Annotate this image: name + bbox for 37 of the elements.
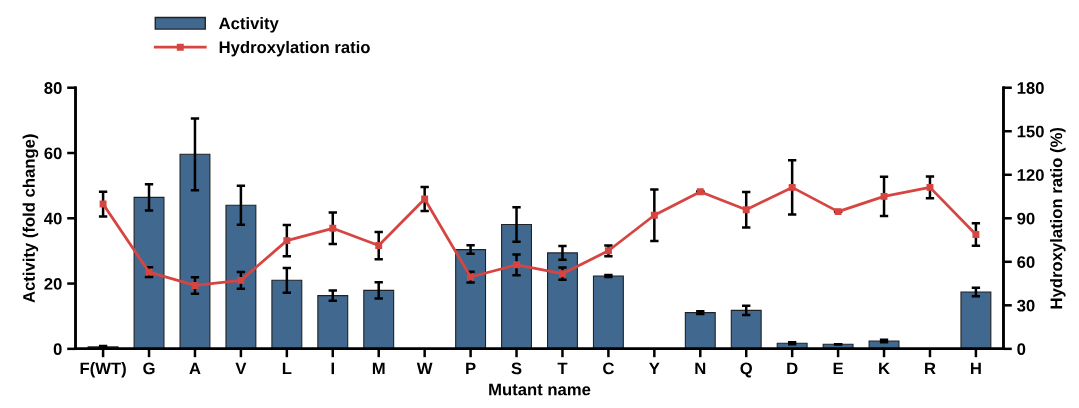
x-tick-label: T — [557, 362, 568, 375]
y2-tick-label: 180 — [1017, 82, 1044, 94]
x-tick-label: F(WT) — [80, 362, 126, 378]
x-tick-label: K — [879, 362, 890, 375]
y-axis-title: Activity (fold change) — [22, 134, 39, 303]
y-tick-label: 60 — [44, 147, 62, 160]
x-tick-label: M — [372, 362, 385, 375]
x-tick-label: G — [143, 362, 155, 375]
y2-tick-label: 30 — [1017, 299, 1035, 312]
x-tick-label: S — [511, 362, 522, 375]
x-tick-label: P — [466, 362, 476, 375]
x-tick-label: N — [695, 362, 706, 375]
legend-label: Activity — [219, 17, 279, 33]
y-tick-label: 20 — [44, 277, 62, 290]
y2-tick-label: 120 — [1017, 169, 1044, 181]
x-tick-label: R — [925, 362, 936, 375]
x-tick-label: L — [282, 362, 292, 375]
y-tick-label: 80 — [44, 82, 62, 94]
y2-tick-label: 90 — [1017, 212, 1035, 225]
y-tick-label: 40 — [44, 212, 62, 225]
x-tick-label: D — [787, 362, 798, 375]
x-axis-title: Mutant name — [489, 383, 591, 396]
y2-tick-label: 60 — [1017, 256, 1035, 268]
y2-tick-label: 150 — [1017, 125, 1044, 138]
x-tick-label: E — [833, 362, 843, 375]
x-tick-label: C — [603, 362, 614, 375]
x-tick-label: W — [416, 362, 433, 375]
legend-label: Hydroxylation ratio — [219, 40, 370, 57]
x-tick-label: H — [971, 362, 981, 375]
x-tick-label: V — [235, 362, 247, 375]
y2-tick-label: 0 — [1017, 343, 1026, 356]
y-tick-label: 0 — [53, 343, 62, 356]
x-tick-label: I — [331, 362, 334, 375]
x-tick-label: Q — [740, 362, 752, 378]
x-tick-label: A — [189, 362, 201, 375]
y2-axis-title: Hydroxylation ratio (%) — [1050, 127, 1066, 309]
x-tick-label: Y — [649, 362, 660, 375]
